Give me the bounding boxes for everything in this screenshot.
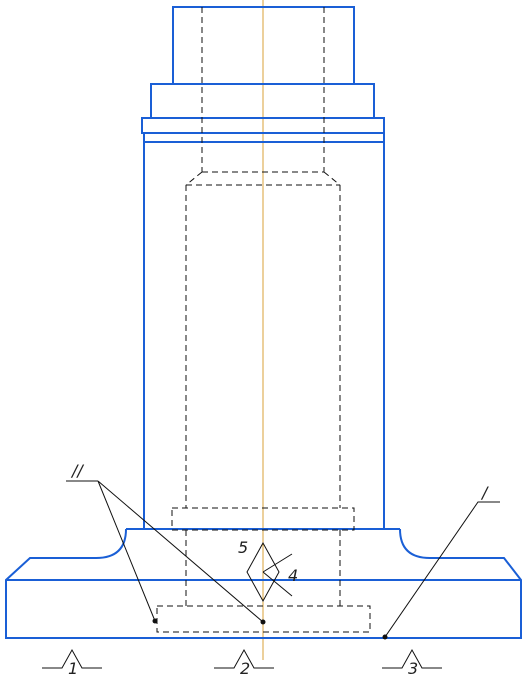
ring-outline	[141, 117, 385, 134]
bottom-recess-hidden	[156, 605, 371, 633]
upper-bore-hidden	[185, 7, 341, 508]
leader-II-dot-center	[260, 619, 266, 625]
callout-II-label: //	[70, 461, 84, 480]
callout-5-label: 5	[238, 538, 248, 557]
leader-I-dot	[382, 634, 388, 640]
datum-3-symbol	[382, 648, 442, 669]
leader-II	[66, 480, 264, 623]
main-body-outline	[143, 133, 385, 529]
datum-2-symbol	[214, 648, 274, 669]
datum-2-label: 2	[240, 659, 250, 678]
diamond-marker	[246, 541, 280, 603]
callout-I-label: /	[480, 483, 489, 502]
datum-3-label: 3	[408, 659, 418, 678]
lower-bore-hidden	[185, 530, 341, 606]
datum-1-label: 1	[68, 659, 78, 678]
groove-hidden	[171, 507, 355, 531]
datum-1-symbol	[42, 648, 102, 669]
leader-I	[384, 501, 500, 638]
callout-4-label: 4	[288, 566, 298, 585]
leader-II-dot-left	[152, 618, 158, 624]
marker-4-leaders	[262, 553, 293, 597]
